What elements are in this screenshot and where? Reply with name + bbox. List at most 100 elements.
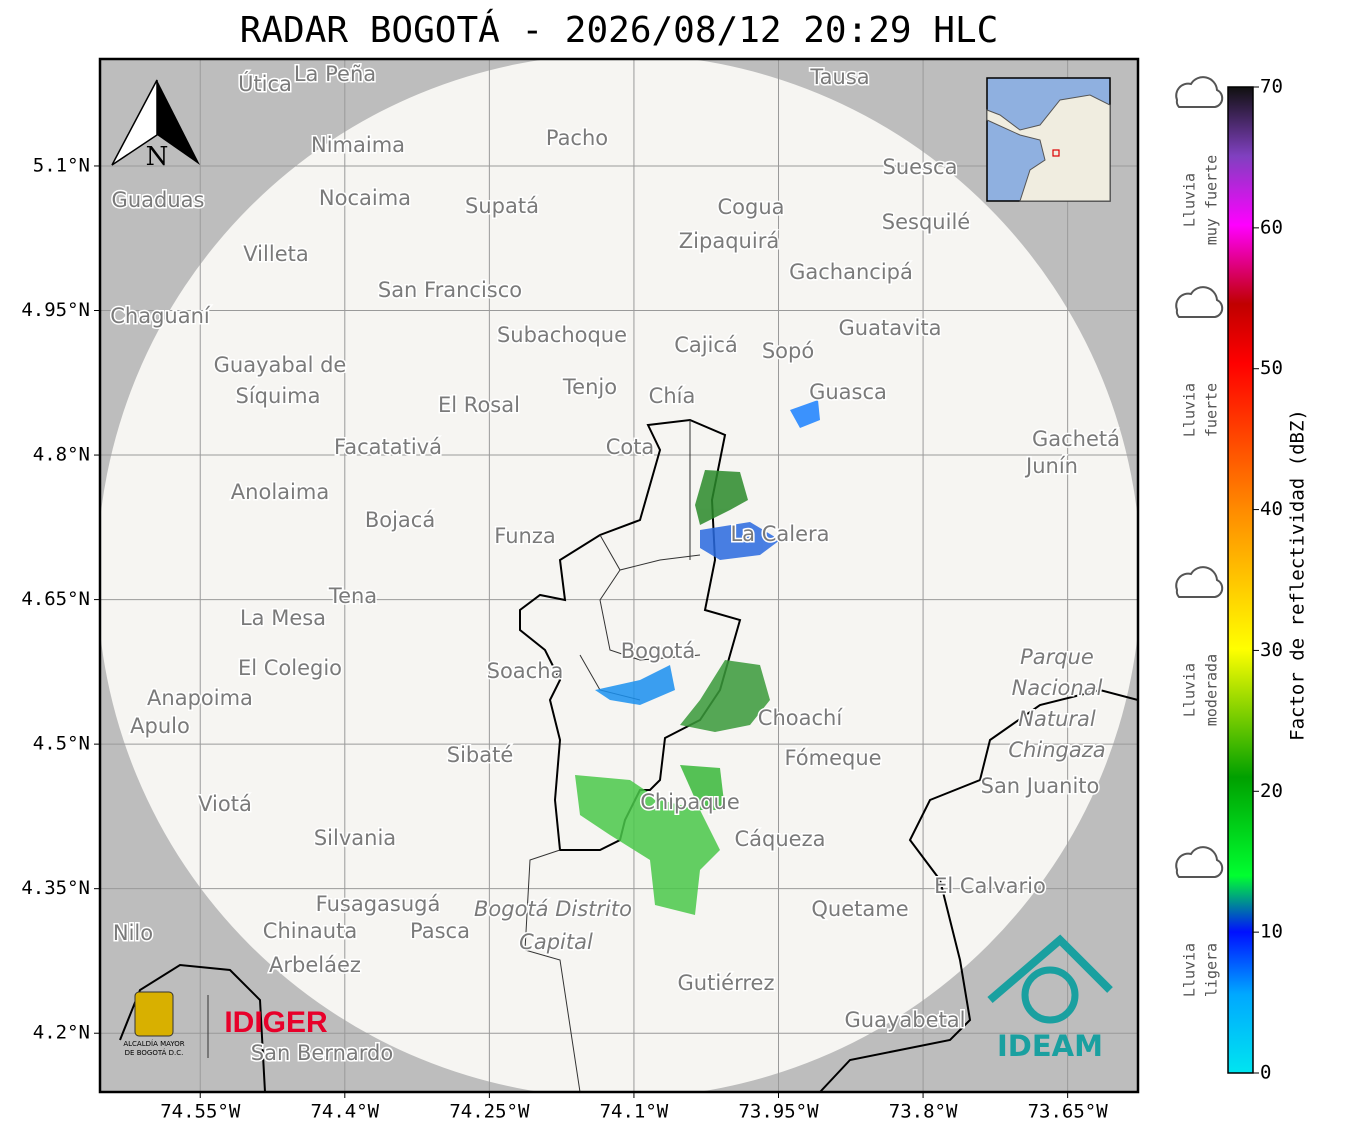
place-label: Viotá [198,792,252,816]
park-label: Natural [1018,707,1096,731]
colorbar-tick-label: 10 [1260,921,1283,943]
colorbar-tick-label: 20 [1260,780,1283,802]
place-label: Nimaima [311,133,405,157]
colorbar-tick-label: 30 [1260,639,1283,661]
place-label: Guayabetal [845,1008,966,1032]
title: RADAR BOGOTÁ - 2026/08/12 20:29 HLC [240,9,999,51]
place-label: Cogua [717,195,784,219]
place-label: Chaguaní [110,304,211,328]
place-label: Fómeque [784,746,881,770]
place-label: El Colegio [238,656,342,680]
place-label: Suesca [883,155,958,179]
colorbar-tick-label: 40 [1260,498,1283,520]
place-label: Quetame [811,897,908,921]
y-tick-label: 4.35°N [21,877,90,899]
x-tick-label: 74.25°W [449,1101,530,1123]
rain-icon [1175,566,1224,598]
x-tick-label: 74.1°W [600,1101,669,1123]
logo-alcaldia-2: DE BOGOTÁ D.C. [125,1048,184,1057]
place-label: Gachetá [1032,427,1120,451]
rain-category: Lluvia [1181,943,1199,997]
place-label: Gachancipá [789,260,913,284]
x-tick-label: 74.4°W [310,1101,379,1123]
rain-icon [1175,76,1224,108]
place-label: Guasca [809,380,887,404]
park-label: Parque [1020,645,1094,669]
place-label: Zipaquirá [679,229,779,253]
logo-alcaldia-1: ALCALDÍA MAYOR [123,1039,184,1048]
place-label: La Mesa [240,606,326,630]
place-label: El Calvario [934,874,1046,898]
place-label: La Peña [294,62,376,86]
place-label: Anapoima [147,686,253,710]
place-label: Chipaque [640,790,740,814]
place-label: Guaduas [112,188,205,212]
rain-category: moderada [1203,654,1221,726]
place-label: Villeta [243,242,308,266]
logo-idiger: IDIGER [224,1006,328,1039]
place-label: Sesquilé [882,210,970,234]
place-label: Silvania [314,826,396,850]
rain-category: Lluvia [1181,173,1199,227]
place-label: Cáqueza [735,827,826,851]
place-label: El Rosal [438,393,520,417]
rain-category: muy fuerte [1203,155,1221,245]
map: Útica La Peña Tausa Pacho Nimaima Guaduas Noca… [100,59,1138,1092]
localities [524,420,701,1092]
rain-category: ligera [1203,943,1221,997]
rain-category: fuerte [1203,383,1221,437]
place-label: Apulo [130,714,190,738]
rain-icon [1175,286,1224,318]
place-label: San Bernardo [251,1041,393,1065]
grid [100,59,1138,1092]
place-label: La Calera [730,522,829,546]
colorbar-tick-label: 0 [1260,1062,1271,1084]
place-label: Útica [238,71,292,96]
place-label: Sibaté [447,743,514,767]
place-label: Arbeláez [269,953,361,977]
place-label: Fusagasugá [316,892,441,916]
place-label: San Francisco [378,278,522,302]
rain-icon [1175,846,1224,878]
x-tick-label: 73.65°W [1028,1101,1109,1123]
place-label: Tenjo [562,375,617,399]
map-frame [98,57,1140,1094]
x-tick-label: 74.55°W [160,1101,241,1123]
place-label: Supatá [465,194,539,218]
place-label: Pacho [546,126,608,150]
inset-map [986,77,1111,202]
colorbar-tick-label: 50 [1260,357,1283,379]
logos: ALCALDÍA MAYOR DE BOGOTÁ D.C. IDIGER IDE… [123,934,1113,1063]
radar-echoes [575,400,820,915]
place-label: Soacha [487,659,564,683]
place-label: Junín [1024,454,1078,478]
place-label: Chía [649,384,696,408]
x-tick-label: 73.95°W [738,1101,819,1123]
place-label: Bojacá [365,508,435,532]
place-label: Funza [494,524,555,548]
colorbar [1227,86,1254,1074]
colorbar-label: Factor de reflectividad (dBZ) [1287,409,1309,741]
place-label: Chinauta [263,919,357,943]
north-arrow: N [111,79,200,172]
place-label: Bogotá [621,639,696,663]
y-tick-label: 4.5°N [33,733,90,755]
colorbar-tick-label: 60 [1260,216,1283,238]
y-tick-label: 5.1°N [33,154,90,176]
x-tick-label: 73.8°W [889,1101,958,1123]
y-tick-label: 4.65°N [21,588,90,610]
place-label: Guatavita [839,316,942,340]
place-label: Pasca [410,919,470,943]
place-label: Tena [328,584,377,608]
place-label: Tausa [809,65,869,89]
place-label: Cota [606,435,655,459]
district-label: Capital [519,930,593,954]
place-label: San Juanito [981,774,1100,798]
place-label: Gutiérrez [678,971,775,995]
logo-ideam: IDEAM [997,1029,1103,1063]
place-label: Facatativá [334,435,442,459]
place-label: Nocaima [319,186,411,210]
place-label: Síquima [236,384,321,408]
rain-category: Lluvia [1181,663,1199,717]
